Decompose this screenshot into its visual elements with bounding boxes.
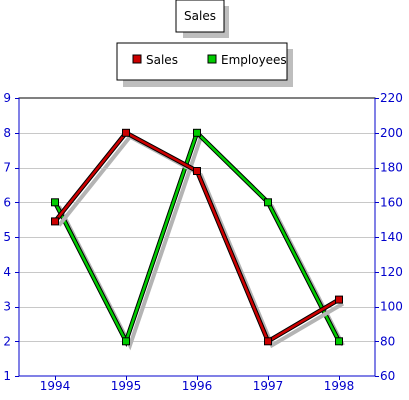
y-left-tick-label: 4 <box>3 265 11 279</box>
y-right-tick-label: 100 <box>380 300 403 314</box>
legend-label-0: Sales <box>146 53 178 67</box>
series-layer <box>51 128 345 351</box>
chart-title-box: Sales <box>175 0 229 38</box>
data-point <box>193 167 201 175</box>
data-point <box>51 198 59 207</box>
axes <box>15 98 379 380</box>
chart-title: Sales <box>184 9 216 23</box>
y-right-tick-label: 220 <box>380 91 403 105</box>
data-point <box>335 295 343 304</box>
series-sales <box>51 128 345 349</box>
y-left-tick-label: 6 <box>3 195 11 209</box>
legend: Sales Employees <box>116 42 293 87</box>
x-tick-label: 1996 <box>182 379 213 393</box>
x-tick-label: 1997 <box>253 379 284 393</box>
tick-labels: 1 2 3 4 5 6 7 8 9 60 80 100 120 140 160 180 200 220 1994 19… <box>3 91 403 393</box>
y-right-tick-label: 80 <box>380 334 395 348</box>
data-point <box>264 198 272 207</box>
y-right-tick-label: 160 <box>380 195 403 209</box>
y-left-tick-label: 8 <box>3 126 11 140</box>
y-left-tick-label: 2 <box>3 334 11 348</box>
y-right-tick-label: 120 <box>380 265 403 279</box>
y-left-tick-label: 9 <box>3 91 11 105</box>
y-left-tick-label: 7 <box>3 161 11 175</box>
y-left-tick-label: 1 <box>3 369 11 383</box>
legend-swatch-1 <box>207 54 217 64</box>
y-left-tick-label: 3 <box>3 300 11 314</box>
data-point <box>122 128 130 137</box>
y-right-tick-label: 60 <box>380 369 395 383</box>
y-right-tick-label: 180 <box>380 161 403 175</box>
data-point <box>335 337 343 346</box>
data-point <box>264 337 272 346</box>
y-left-tick-label: 5 <box>3 230 11 244</box>
data-point <box>122 337 130 346</box>
x-tick-label: 1998 <box>324 379 355 393</box>
legend-swatch-0 <box>132 54 142 64</box>
y-right-tick-label: 200 <box>380 126 403 140</box>
legend-label-1: Employees <box>221 53 287 67</box>
x-tick-label: 1994 <box>40 379 71 393</box>
data-point <box>193 128 201 137</box>
x-tick-label: 1995 <box>111 379 142 393</box>
data-point <box>51 217 59 226</box>
series-employees <box>51 128 345 351</box>
y-right-tick-label: 140 <box>380 230 403 244</box>
